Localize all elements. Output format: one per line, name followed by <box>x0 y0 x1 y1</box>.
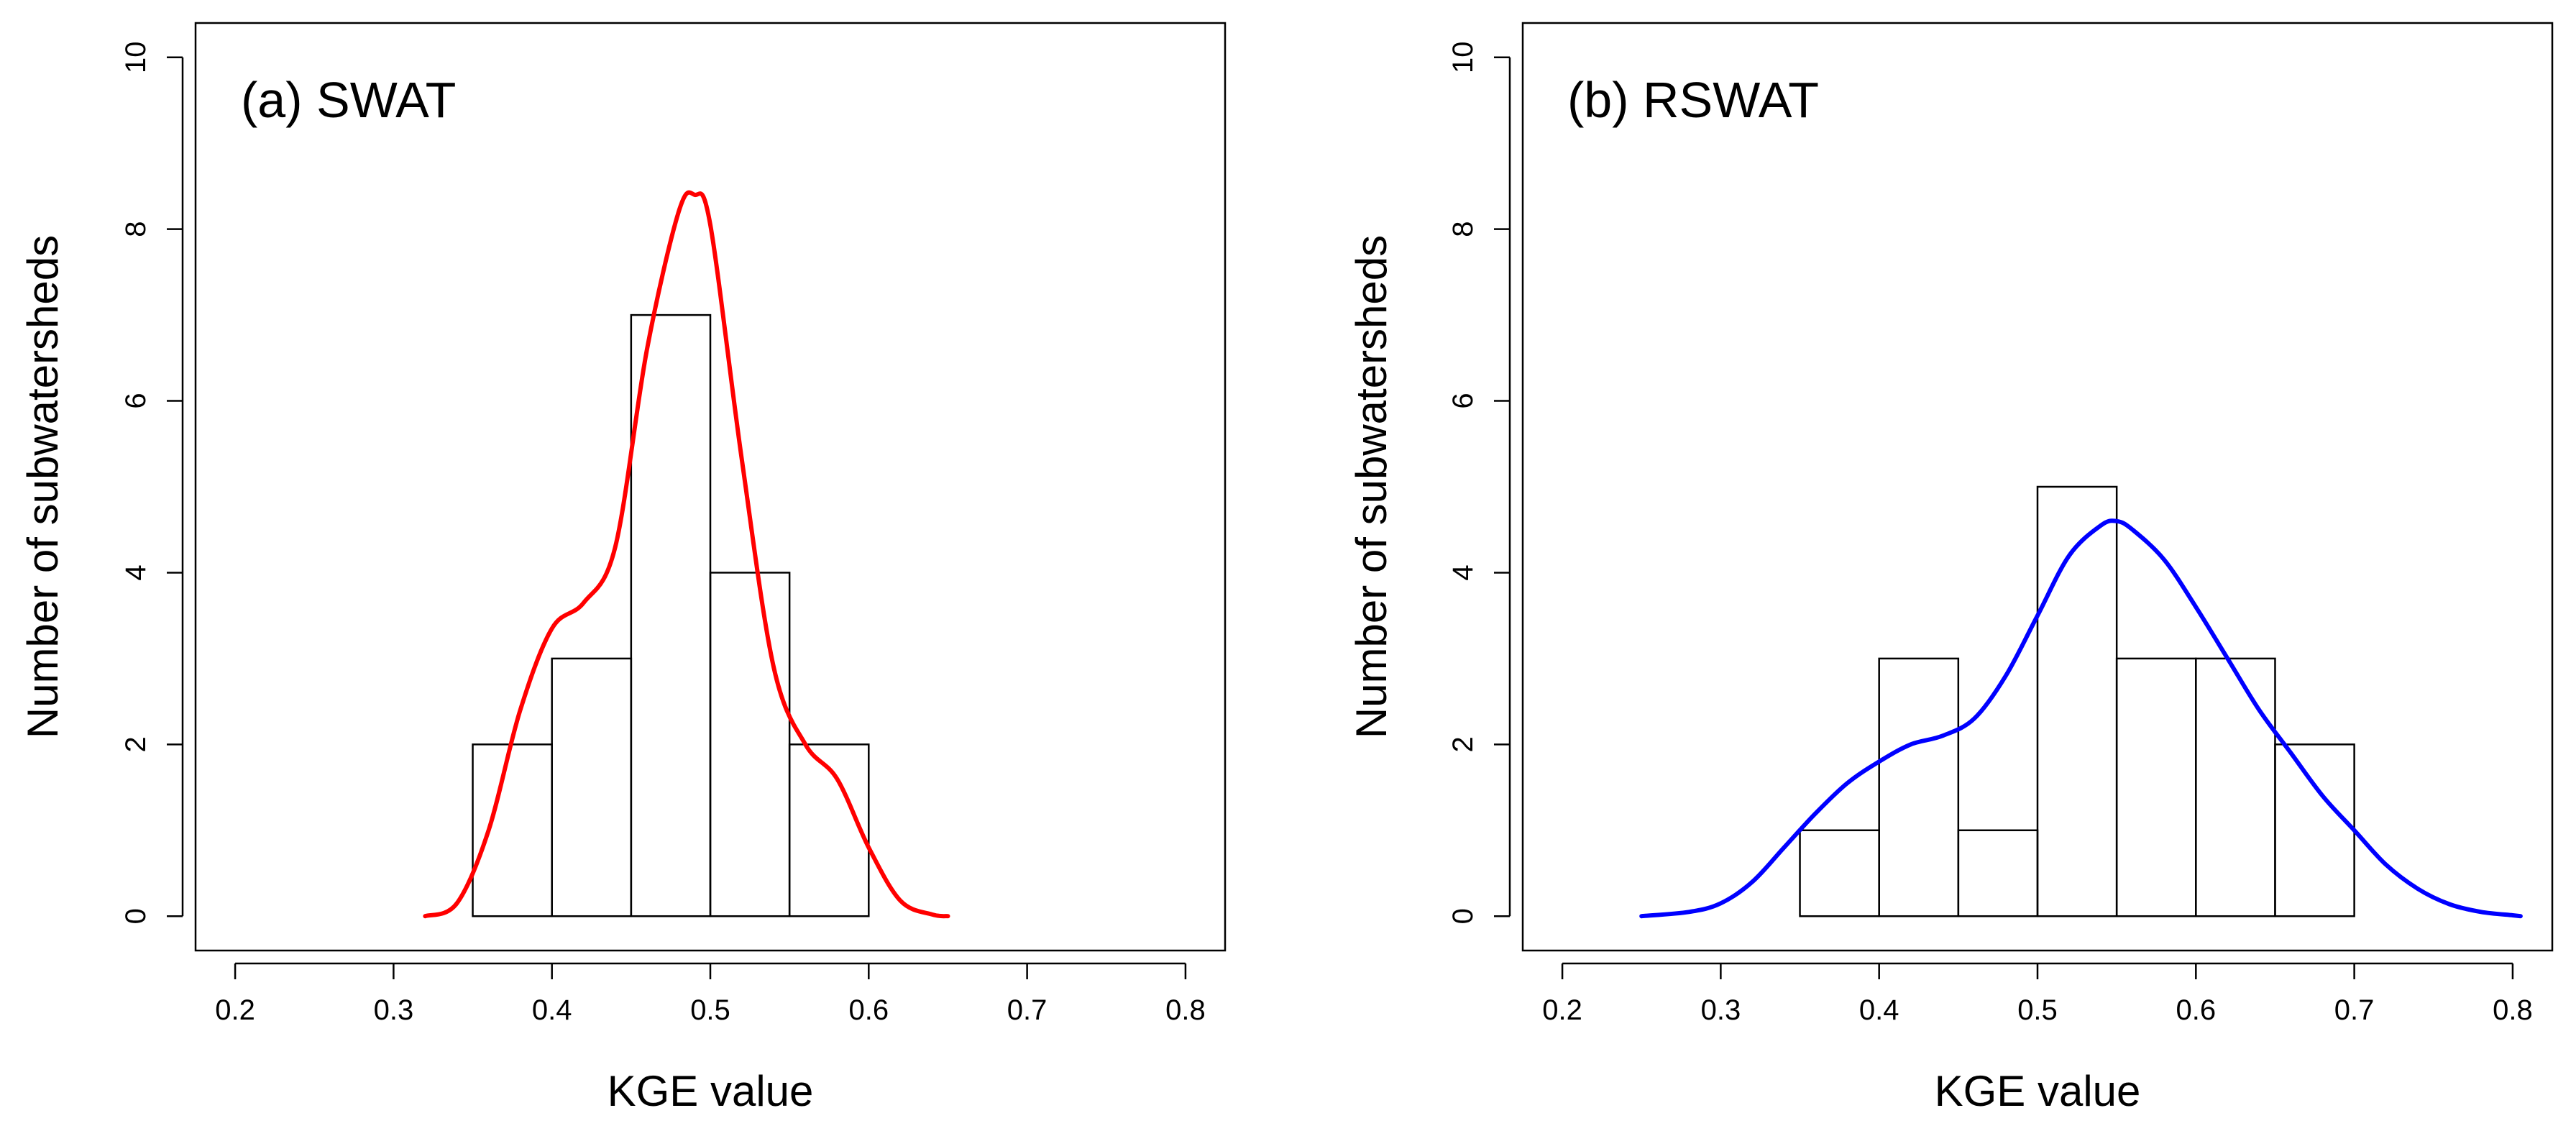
panel-b-density-curve <box>1639 518 2523 919</box>
y-tick-label: 8 <box>1447 221 1479 237</box>
panel-b-bars <box>1799 485 2355 917</box>
x-tick-label: 0.5 <box>690 994 730 1026</box>
y-tick-label: 0 <box>120 908 152 924</box>
y-tick-label: 8 <box>120 221 152 237</box>
x-tick-label: 0.7 <box>1007 994 1048 1026</box>
panel-a-y-axis-title: Number of subwatersheds <box>19 235 67 738</box>
panel-b-title: (b) RSWAT <box>1567 72 1819 128</box>
panel-a-title: (a) SWAT <box>241 72 456 128</box>
x-tick-label: 0.8 <box>1165 994 1206 1026</box>
x-tick-label: 0.4 <box>532 994 572 1026</box>
panel-b-y-axis-title: Number of subwatersheds <box>1347 235 1395 738</box>
y-tick-label: 4 <box>1447 564 1479 580</box>
y-tick-label: 0 <box>1447 908 1479 924</box>
x-tick-label: 0.6 <box>2176 994 2217 1026</box>
panel-a-y-axis: 0 2 4 6 8 10 <box>120 42 184 924</box>
y-tick-label: 6 <box>1447 393 1479 408</box>
y-tick-label: 10 <box>1447 42 1479 74</box>
histogram-bar <box>788 743 870 917</box>
panel-a-x-axis: 0.2 0.3 0.4 0.5 0.6 0.7 0.8 <box>215 962 1206 1026</box>
x-tick-label: 0.2 <box>215 994 255 1026</box>
y-tick-label: 10 <box>120 42 152 74</box>
y-tick-label: 6 <box>120 393 152 408</box>
panel-a-x-axis-title: KGE value <box>608 1067 814 1115</box>
x-tick-label: 0.3 <box>1701 994 1741 1026</box>
panel-a: 0.2 0.3 0.4 0.5 0.6 0.7 0.8 0 2 4 6 8 10 (a) SWAT K… <box>19 22 1227 1115</box>
x-tick-label: 0.3 <box>374 994 414 1026</box>
x-tick-label: 0.6 <box>849 994 889 1026</box>
x-tick-label: 0.4 <box>1859 994 1899 1026</box>
x-tick-label: 0.7 <box>2334 994 2375 1026</box>
panel-a-plot-frame <box>194 22 1227 952</box>
histogram-bar <box>1878 657 1960 917</box>
panel-b-x-axis: 0.2 0.3 0.4 0.5 0.6 0.7 0.8 <box>1542 962 2533 1026</box>
panel-b-plot-frame <box>1521 22 2554 952</box>
x-tick-label: 0.8 <box>2493 994 2533 1026</box>
y-tick-label: 4 <box>120 564 152 580</box>
y-tick-label: 2 <box>120 736 152 752</box>
y-tick-label: 2 <box>1447 736 1479 752</box>
panel-b-y-axis: 0 2 4 6 8 10 <box>1447 42 1511 924</box>
x-tick-label: 0.5 <box>2017 994 2058 1026</box>
panel-b-x-axis-title: KGE value <box>1935 1067 2141 1115</box>
panel-a-density-curve <box>423 190 950 919</box>
x-tick-label: 0.2 <box>1542 994 1582 1026</box>
